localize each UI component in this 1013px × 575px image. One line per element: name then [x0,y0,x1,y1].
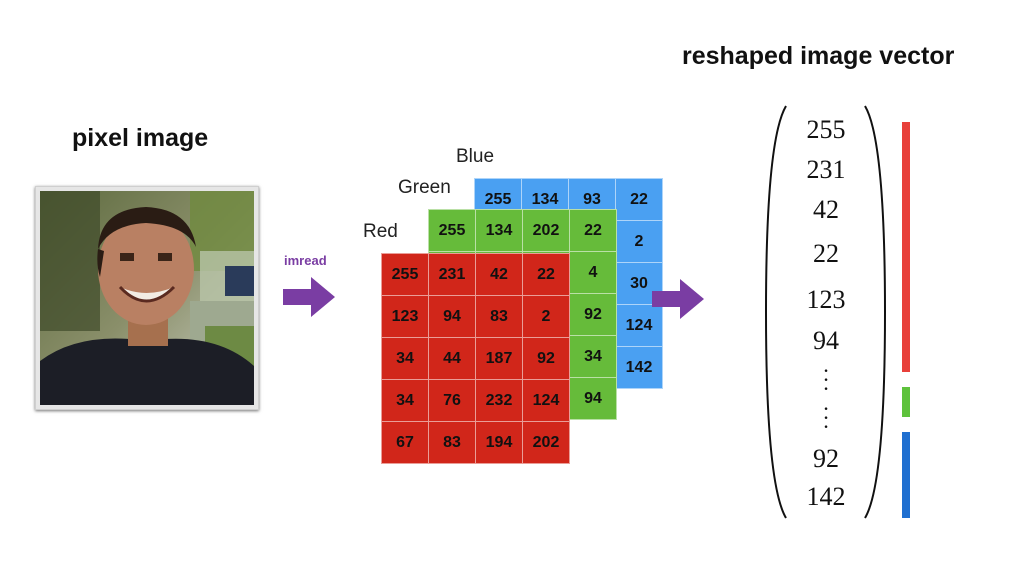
blue-cell: 30 [616,263,663,305]
blue-cell: 22 [616,179,663,221]
red-cell: 231 [429,254,476,296]
red-cell: 194 [476,422,523,464]
person-photo [40,191,254,405]
blue-cell: 2 [616,221,663,263]
green-channel-label: Green [398,177,451,198]
red-cell: 22 [523,254,570,296]
vector-entry: 42 [813,195,839,224]
red-cell: 123 [382,296,429,338]
red-cell: 83 [429,422,476,464]
red-cell: 83 [476,296,523,338]
red-cell: 44 [429,338,476,380]
red-cell: 94 [429,296,476,338]
red-segment-bar [902,122,910,372]
pixel-image-title: pixel image [72,124,209,152]
vector-entry: 92 [813,444,839,473]
vector-entry: 94 [813,326,839,355]
red-cell: 255 [382,254,429,296]
red-cell: 34 [382,380,429,422]
green-cell: 34 [570,336,617,378]
green-cell: 4 [570,252,617,294]
vertical-ellipsis: · · · [822,396,830,439]
vector-brackets [764,105,910,519]
red-cell: 67 [382,422,429,464]
blue-channel-label: Blue [456,146,495,167]
red-cell: 2 [523,296,570,338]
red-channel-label: Red [363,221,398,242]
pixel-image-photo [35,186,259,410]
red-cell: 34 [382,338,429,380]
blue-cell: 124 [616,305,663,347]
imread-label: imread [284,253,327,268]
vector-entry: 142 [806,482,846,511]
red-cell: 124 [523,380,570,422]
green-cell: 255 [429,210,476,252]
vector-entry: 22 [813,239,839,268]
reshaped-vector-title: reshaped image vector [682,42,955,70]
vector-entry: 255 [806,115,846,144]
right-arrow-icon [652,279,704,319]
right-parenthesis [864,105,887,519]
red-cell: 42 [476,254,523,296]
red-cell: 202 [523,422,570,464]
green-cell: 92 [570,294,617,336]
vector-entry: 123 [806,285,846,314]
red-cell: 76 [429,380,476,422]
green-segment-bar [902,387,910,417]
blue-segment-bar [902,432,910,518]
vector-entry: 231 [806,155,846,184]
red-cell: 92 [523,338,570,380]
left-parenthesis [764,105,787,519]
red-channel-grid: 255 231 42 22 123 94 83 2 34 44 187 92 34 76 232 124 67 8… [381,253,570,464]
right-arrow-icon [283,277,335,317]
green-cell: 134 [476,210,523,252]
red-cell: 232 [476,380,523,422]
red-cell: 187 [476,338,523,380]
green-cell: 22 [570,210,617,252]
blue-cell: 142 [616,347,663,389]
green-cell: 94 [570,378,617,420]
vertical-ellipsis: · · · [822,358,830,401]
green-cell: 202 [523,210,570,252]
